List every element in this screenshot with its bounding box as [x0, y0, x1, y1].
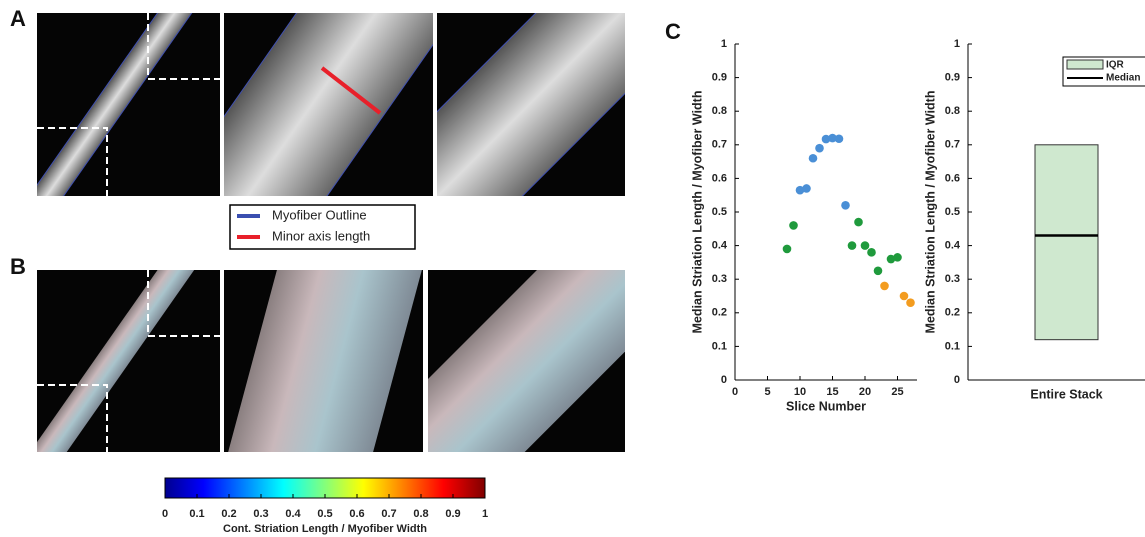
point: [847, 241, 857, 250]
x-tick-label: Entire Stack: [1030, 387, 1102, 401]
colorbar-tick-label: 0: [162, 508, 168, 520]
legend-label: IQR: [1106, 60, 1125, 71]
y-tick-label: 0.2: [945, 307, 960, 319]
y-tick-label: 0.2: [712, 307, 727, 319]
legend-swatch: [1066, 59, 1104, 70]
image-a1: [37, 13, 220, 196]
y-tick-label: 0.7: [945, 139, 960, 151]
colorbar-tick-label: 0.6: [349, 508, 364, 520]
x-axis-label: Slice Number: [786, 399, 866, 413]
colorbar-tick-label: 0.4: [285, 508, 301, 520]
colorbar-tick-label: 0.7: [381, 508, 396, 520]
y-tick-label: 0.8: [712, 105, 727, 117]
y-tick-label: 0.4: [945, 240, 961, 252]
point: [789, 221, 798, 230]
y-tick-label: 0: [954, 374, 960, 386]
y-tick-label: 1: [721, 38, 727, 50]
point: [782, 244, 792, 254]
y-tick-label: 0.8: [945, 105, 960, 117]
y-tick-label: 0.3: [712, 273, 727, 285]
x-tick-label: 20: [859, 386, 871, 398]
legend-label: Myofiber Outline: [272, 207, 367, 222]
colorbar-tick-label: 0.9: [445, 508, 460, 520]
y-tick-label: 0.3: [945, 273, 960, 285]
x-tick-label: 15: [826, 386, 838, 398]
y-tick-label: 1: [954, 38, 960, 50]
point: [860, 241, 870, 250]
point: [795, 185, 805, 195]
point: [867, 248, 876, 257]
colorbar-tick-label: 0.1: [189, 508, 204, 520]
legend-box: [229, 204, 416, 250]
panel-label: B: [10, 254, 26, 279]
colorbar-tick-label: 0.3: [253, 508, 268, 520]
image-b2: [224, 270, 423, 452]
point: [841, 200, 850, 210]
iqr-box: [1034, 144, 1099, 341]
y-tick-label: 0.5: [945, 206, 960, 218]
image-b3: [428, 270, 625, 452]
point: [854, 217, 863, 227]
point: [893, 253, 902, 262]
legend-label: Median: [1106, 73, 1140, 84]
image-a2: [224, 13, 433, 196]
colorbar-tick-label: 1: [482, 508, 488, 520]
point: [880, 281, 889, 291]
panel-label: A: [10, 6, 26, 31]
x-tick-label: 10: [794, 386, 806, 398]
x-tick-label: 5: [764, 386, 770, 398]
point: [834, 134, 844, 144]
y-tick-label: 0.1: [945, 340, 960, 352]
x-tick-label: 25: [891, 386, 903, 398]
point: [808, 153, 818, 163]
y-tick-label: 0: [721, 374, 727, 386]
point: [906, 298, 915, 308]
x-tick-label: 0: [732, 386, 738, 398]
point: [815, 143, 824, 153]
legend-label: Minor axis length: [272, 228, 370, 243]
y-axis-label: Median Striation Length / Myofiber Width: [923, 91, 937, 334]
point: [873, 266, 883, 276]
point: [886, 254, 896, 264]
point: [802, 184, 811, 193]
y-tick-label: 0.1: [712, 340, 727, 352]
image-a3: [437, 13, 625, 196]
colorbar-label: Cont. Striation Length / Myofiber Width: [223, 523, 427, 535]
y-tick-label: 0.5: [712, 206, 727, 218]
y-tick-label: 0.7: [712, 139, 727, 151]
panel-label: C: [665, 19, 681, 44]
point: [821, 134, 831, 144]
colorbar-tick-label: 0.8: [413, 508, 428, 520]
colorbar-tick-label: 0.2: [221, 508, 236, 520]
y-axis-label: Median Striation Length / Myofiber Width: [690, 91, 704, 334]
y-tick-label: 0.6: [945, 172, 960, 184]
point: [899, 291, 909, 301]
y-tick-label: 0.6: [712, 172, 727, 184]
image-b1: [37, 270, 220, 452]
y-tick-label: 0.9: [712, 72, 727, 84]
point: [828, 133, 837, 143]
y-tick-label: 0.4: [712, 240, 728, 252]
y-tick-label: 0.9: [945, 72, 960, 84]
colorbar-tick-label: 0.5: [317, 508, 332, 520]
